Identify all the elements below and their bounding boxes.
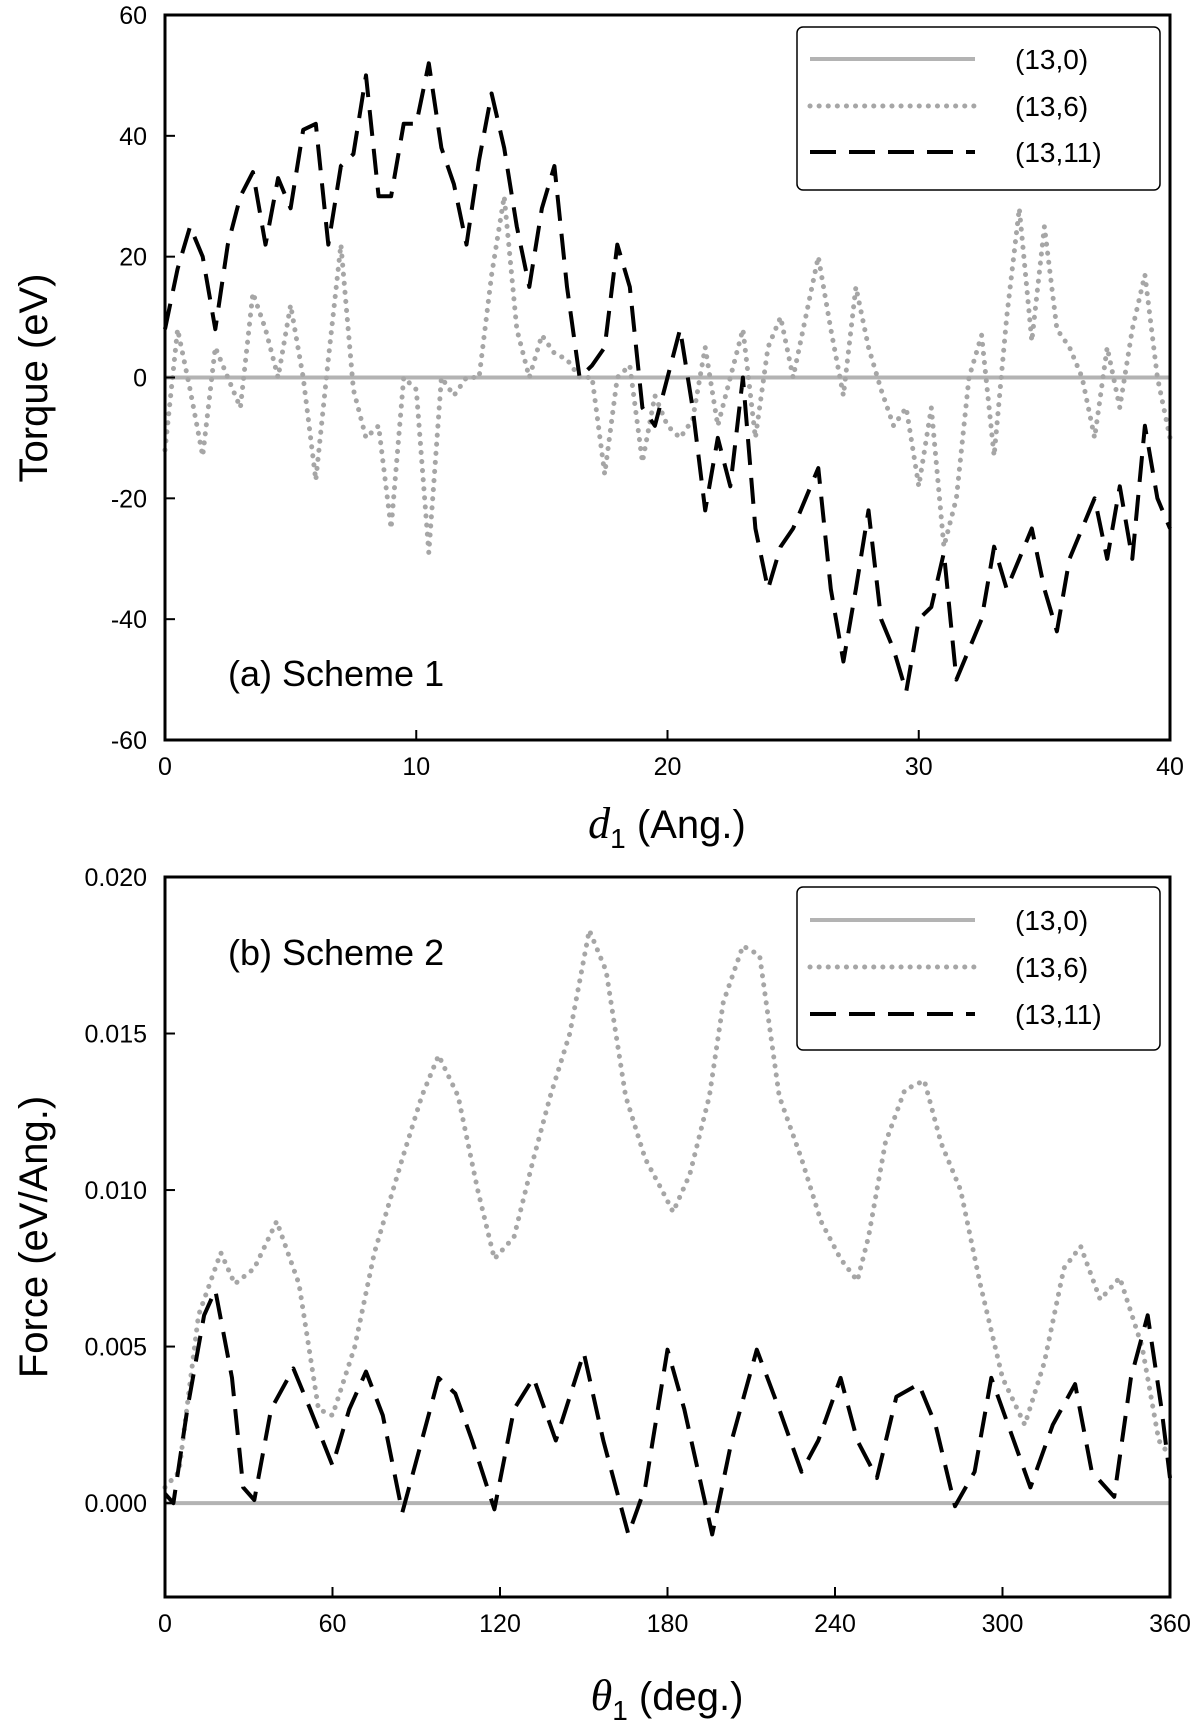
- panel-b-xlabel-sub: 1: [612, 1695, 628, 1726]
- panel-b-legend: (13,0) (13,6) (13,11): [796, 886, 1161, 1051]
- panel-a-xlabel-symbol: d: [588, 799, 611, 848]
- panel-b-xtick-label: 60: [319, 1610, 347, 1638]
- panel-b-xtick-label: 240: [814, 1610, 856, 1638]
- legend-b-label-13-0: (13,0): [1015, 905, 1088, 936]
- legend-a-label-13-11: (13,11): [1015, 137, 1102, 168]
- panel-a-ytick-label: 40: [119, 123, 147, 151]
- panel-a-ticks: 0 10 20 30 40 -60 -40 -20 0 20 40 60: [111, 2, 1184, 781]
- panel-b-legend-box: [796, 886, 1161, 1051]
- panel-a-annotation: (a) Scheme 1: [228, 653, 444, 694]
- panel-b-ytick-label: 0.020: [84, 864, 147, 892]
- panel-a-ylabel: Torque (eV): [12, 274, 56, 483]
- panel-b-ytick-label: 0.015: [84, 1021, 147, 1049]
- panel-b-xtick-label: 360: [1149, 1610, 1191, 1638]
- panel-b-xlabel: θ1 (deg.): [591, 1671, 744, 1726]
- panel-a-xtick-label: 20: [654, 753, 682, 781]
- panel-b-ylabel: Force (eV/Ang.): [12, 1096, 56, 1378]
- panel-b-series-13-6: [162, 927, 1173, 1490]
- panel-b-ticks: 0 60 120 180 240 300 360 0.000 0.005 0.010 0.015 0.…: [84, 864, 1190, 1638]
- legend-b-label-13-6: (13,6): [1015, 952, 1088, 983]
- panel-b-ytick-label: 0.000: [84, 1490, 147, 1518]
- legend-a-label-13-0: (13,0): [1015, 44, 1088, 75]
- panel-b-series-13-11: [163, 1288, 1172, 1537]
- panel-a-xlabel-sub: 1: [610, 823, 626, 854]
- panel-a-xtick-label: 10: [402, 753, 430, 781]
- panel-b-xtick-label: 300: [982, 1610, 1024, 1638]
- panel-b-force-chart: 0 60 120 180 240 300 360 0.000 0.005 0.010 0.015 0.…: [12, 864, 1191, 1726]
- panel-a-ytick-label: -60: [111, 727, 147, 755]
- panel-b-annotation: (b) Scheme 2: [228, 932, 444, 973]
- panel-b-xtick-label: 0: [158, 1610, 172, 1638]
- panel-a-xtick-label: 40: [1156, 753, 1184, 781]
- panel-a-xtick-label: 0: [158, 753, 172, 781]
- panel-a-xlabel: d1 (Ang.): [588, 799, 746, 854]
- legend-b-label-13-11: (13,11): [1015, 999, 1102, 1030]
- panel-a-legend-box: [796, 26, 1161, 191]
- panel-a-series-group: [162, 61, 1173, 694]
- panel-a-ytick-label: 60: [119, 2, 147, 30]
- panel-b-series-group: [162, 927, 1173, 1537]
- panel-b-ytick-label: 0.005: [84, 1334, 147, 1362]
- legend-a-label-13-6: (13,6): [1015, 91, 1088, 122]
- panel-b-xlabel-unit: (deg.): [639, 1675, 744, 1719]
- panel-b-xtick-label: 180: [647, 1610, 689, 1638]
- panel-a-ytick-label: -40: [111, 606, 147, 634]
- panel-b-xtick-label: 120: [479, 1610, 521, 1638]
- panel-b-ytick-label: 0.010: [84, 1177, 147, 1205]
- panel-a-ytick-label: 20: [119, 244, 147, 272]
- panel-a-xtick-label: 30: [905, 753, 933, 781]
- panel-a-legend: (13,0) (13,6) (13,11): [796, 26, 1161, 191]
- panel-a-torque-chart: 0 10 20 30 40 -60 -40 -20 0 20 40 60 (13,0) (13,6) …: [12, 2, 1184, 854]
- panel-a-ytick-label: 0: [133, 365, 147, 393]
- panel-a-series-13-6: [162, 193, 1173, 556]
- panel-b-xlabel-symbol: θ: [591, 1671, 613, 1720]
- panel-a-ytick-label: -20: [111, 485, 147, 513]
- panel-a-series-13-11: [163, 61, 1172, 694]
- panel-a-xlabel-unit: (Ang.): [637, 803, 746, 847]
